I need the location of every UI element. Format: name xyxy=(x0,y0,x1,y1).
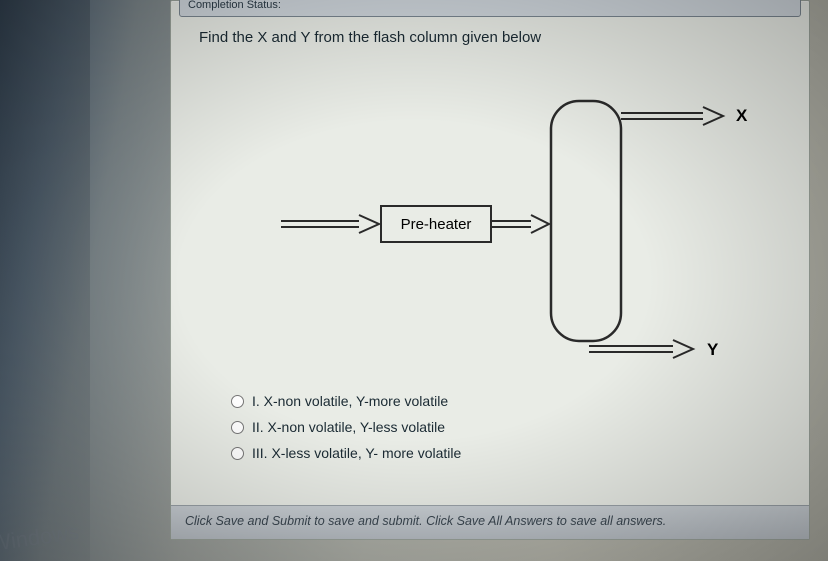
preheater-label: Pre-heater xyxy=(401,216,472,233)
status-bar: Completion Status: xyxy=(179,0,801,17)
x-label: X xyxy=(736,106,748,125)
option-radio-1[interactable] xyxy=(231,395,244,408)
footer-text: Click Save and Submit to save and submit… xyxy=(185,514,666,528)
option-row: III. X-less volatile, Y- more volatile xyxy=(231,445,461,461)
to-column-arrow-icon xyxy=(491,215,549,233)
options-group: I. X-non volatile, Y-more volatile II. X… xyxy=(231,393,461,471)
option-row: I. X-non volatile, Y-more volatile xyxy=(231,393,461,409)
question-text: Find the X and Y from the flash column g… xyxy=(199,29,541,46)
bottom-out-arrow-icon xyxy=(589,340,693,358)
option-radio-2[interactable] xyxy=(231,421,244,434)
option-row: II. X-non volatile, Y-less volatile xyxy=(231,419,461,435)
option-label-1[interactable]: I. X-non volatile, Y-more volatile xyxy=(252,393,448,409)
y-label: Y xyxy=(707,340,719,359)
top-out-arrow-icon xyxy=(621,107,723,125)
status-text: Completion Status: xyxy=(188,0,281,11)
option-label-3[interactable]: III. X-less volatile, Y- more volatile xyxy=(252,445,461,461)
feed-arrow-icon xyxy=(281,215,379,233)
question-card: Completion Status: Find the X and Y from… xyxy=(170,0,810,540)
option-radio-3[interactable] xyxy=(231,447,244,460)
option-label-2[interactable]: II. X-non volatile, Y-less volatile xyxy=(252,419,445,435)
footer-bar: Click Save and Submit to save and submit… xyxy=(171,505,809,539)
flash-column-diagram: Pre-heater X Y xyxy=(231,71,751,371)
windows-watermark: Windows xyxy=(0,519,81,557)
left-strip xyxy=(0,0,90,561)
flash-column-node xyxy=(551,101,621,341)
